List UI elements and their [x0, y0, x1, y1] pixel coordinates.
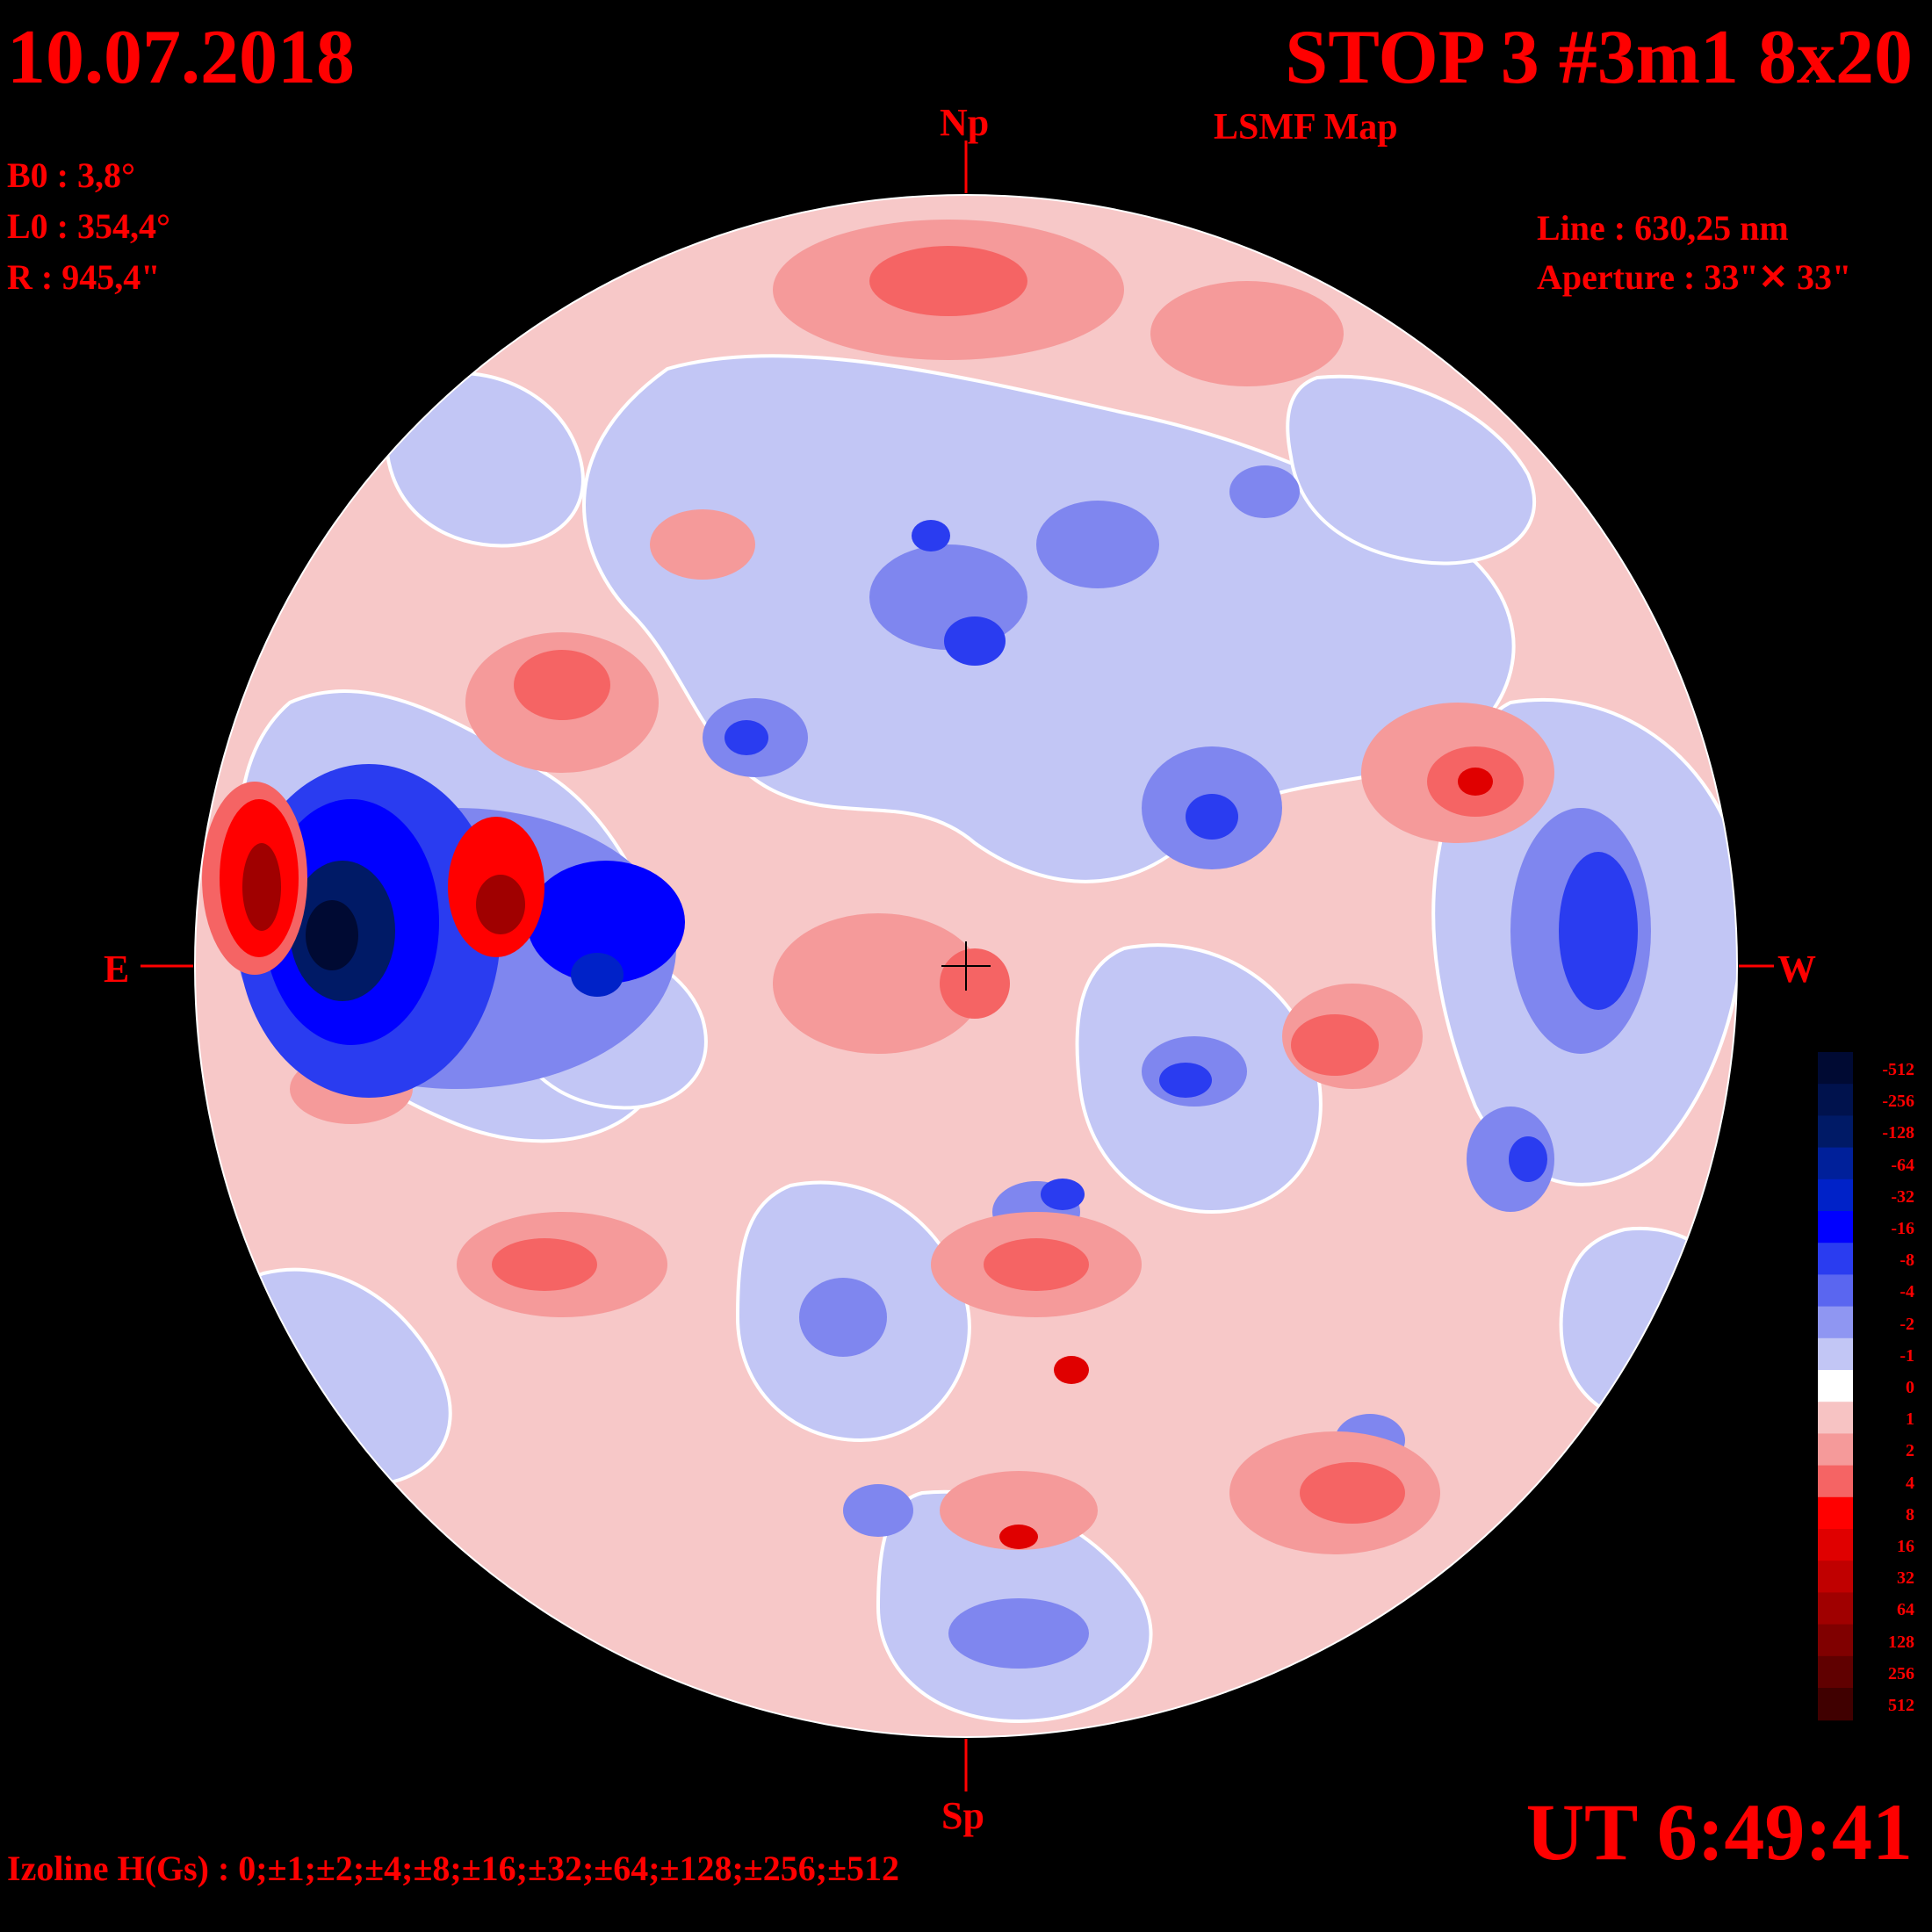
- legend-label: 256: [1888, 1663, 1914, 1683]
- legend-label: -64: [1891, 1155, 1914, 1175]
- legend-label: -128: [1882, 1123, 1914, 1143]
- legend-swatch: [1818, 1274, 1853, 1308]
- legend-swatch: [1818, 1624, 1853, 1657]
- positive-patch-core: [869, 246, 1027, 316]
- legend-swatch: [1818, 1179, 1853, 1212]
- legend-label: 8: [1906, 1504, 1914, 1525]
- legend-label: 1: [1906, 1409, 1914, 1430]
- positive-patch-core: [940, 948, 1010, 1019]
- legend-label: 4: [1906, 1473, 1914, 1493]
- map-subtitle: LSMF Map: [1214, 107, 1398, 148]
- weak-negative-region: [1286, 374, 1536, 566]
- spectral-line: Line : 630,25 nm: [1537, 208, 1789, 248]
- disk-outline: [194, 194, 1738, 1738]
- legend-label: -1: [1900, 1345, 1914, 1366]
- legend-label: 16: [1897, 1537, 1914, 1556]
- negative-patch: [1229, 465, 1300, 518]
- positive-patch: [1150, 281, 1344, 386]
- positive-patch-peak: [999, 1525, 1038, 1549]
- negative-patch: [799, 1278, 887, 1357]
- legend-label: 512: [1888, 1696, 1914, 1715]
- strong-negative-core: [571, 953, 624, 997]
- positive-patch-core: [984, 1238, 1089, 1291]
- legend-swatch: [1818, 1433, 1853, 1467]
- legend-swatch: [1818, 1370, 1853, 1403]
- positive-patch-core: [1291, 1014, 1379, 1076]
- legend-swatch: [1818, 1655, 1853, 1689]
- legend-swatch: [1818, 1243, 1853, 1276]
- negative-patch-core: [1186, 794, 1238, 840]
- negative-patch-core: [1159, 1063, 1212, 1098]
- field-patches: [202, 220, 1737, 1724]
- positive-patch-core: [492, 1238, 597, 1291]
- negative-patch: [1036, 501, 1159, 588]
- strong-positive-core: [242, 843, 281, 931]
- legend-label: 0: [1906, 1378, 1914, 1397]
- legend-label: -8: [1900, 1251, 1914, 1271]
- radius-value: R : 945,4": [7, 257, 161, 297]
- izoline-levels: Izoline H(Gs) : 0;±1;±2;±4;±8;±16;±32;±6…: [7, 1849, 900, 1888]
- legend-swatch: [1818, 1561, 1853, 1594]
- legend-label: -2: [1900, 1314, 1914, 1334]
- positive-patch-peak: [1054, 1356, 1089, 1384]
- negative-patch-core: [1559, 852, 1638, 1010]
- positive-patch-peak: [1458, 768, 1493, 796]
- legend-label: 128: [1888, 1632, 1914, 1652]
- observation-date: 10.07.2018: [7, 15, 355, 100]
- legend-swatch: [1818, 1211, 1853, 1244]
- west-label: W: [1777, 948, 1816, 991]
- negative-patch-core: [1041, 1179, 1085, 1210]
- legend-swatch: [1818, 1688, 1853, 1721]
- legend-label: 64: [1897, 1600, 1914, 1620]
- legend-swatch: [1818, 1465, 1853, 1498]
- l0-value: L0 : 354,4°: [7, 206, 170, 246]
- legend-swatch: [1818, 1529, 1853, 1562]
- negative-patch-core: [724, 720, 768, 755]
- legend-swatch: [1818, 1592, 1853, 1626]
- weak-negative-region: [1559, 1226, 1737, 1429]
- legend-label: 32: [1897, 1568, 1914, 1589]
- negative-patch-core: [1509, 1136, 1547, 1182]
- legend-swatch: [1818, 1147, 1853, 1180]
- page-title: STOP 3 #3m1 8x20: [1285, 15, 1913, 100]
- legend-color-bar: [1818, 1052, 1853, 1721]
- legend-swatch: [1818, 1084, 1853, 1117]
- legend-label: 2: [1906, 1441, 1914, 1461]
- negative-patch-core: [944, 616, 1006, 666]
- east-label: E: [104, 948, 130, 991]
- positive-patch: [940, 1471, 1098, 1550]
- legend-label: -256: [1882, 1092, 1914, 1112]
- legend-label: -16: [1891, 1219, 1914, 1238]
- legend-swatch: [1818, 1052, 1853, 1085]
- south-pole-label: Sp: [941, 1794, 984, 1837]
- negative-patch-core: [912, 520, 950, 551]
- negative-patch: [843, 1484, 913, 1537]
- positive-patch: [773, 913, 984, 1054]
- legend-swatch: [1818, 1337, 1853, 1371]
- positive-patch-core: [1300, 1462, 1405, 1524]
- active-region-east: [202, 764, 685, 1098]
- north-pole-label: Np: [940, 101, 990, 144]
- legend-swatch: [1818, 1115, 1853, 1149]
- b0-value: B0 : 3,8°: [7, 155, 135, 195]
- aperture-size: Aperture : 33"✕ 33": [1537, 257, 1852, 297]
- legend-swatch: [1818, 1306, 1853, 1339]
- positive-patch: [650, 509, 755, 580]
- strong-negative-region: [527, 861, 685, 984]
- legend-swatch: [1818, 1402, 1853, 1435]
- legend-label: -512: [1882, 1060, 1914, 1079]
- ut-time: UT 6:49:41: [1525, 1787, 1913, 1877]
- strong-negative-peak: [306, 900, 358, 970]
- positive-patch-core: [514, 650, 610, 720]
- legend-label: -32: [1891, 1186, 1914, 1207]
- legend-swatch: [1818, 1496, 1853, 1530]
- legend-label: -4: [1900, 1282, 1914, 1302]
- strong-positive-core: [476, 875, 525, 934]
- negative-patch: [948, 1598, 1089, 1669]
